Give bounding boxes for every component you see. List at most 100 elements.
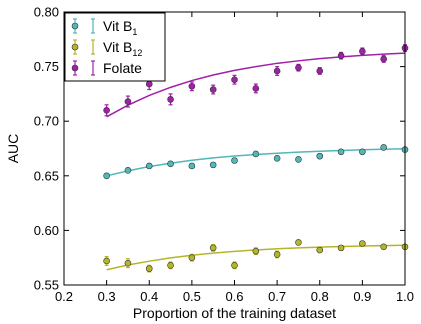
data-point xyxy=(103,172,110,180)
legend-label: Folate xyxy=(103,60,142,76)
data-points xyxy=(103,44,409,273)
data-point xyxy=(380,144,387,151)
data-point xyxy=(295,156,302,163)
marker xyxy=(124,259,132,267)
data-point xyxy=(209,161,217,169)
marker xyxy=(316,246,324,254)
marker xyxy=(359,148,366,156)
data-point xyxy=(209,243,217,252)
marker xyxy=(380,243,387,251)
data-point xyxy=(167,261,174,270)
x-tick-label: 0.3 xyxy=(98,289,116,304)
legend-marker xyxy=(71,64,79,72)
legend-label-name: Vit B xyxy=(103,18,132,34)
x-tick-label: 0.5 xyxy=(183,289,201,304)
marker xyxy=(273,67,281,75)
data-point xyxy=(103,256,110,266)
legend-box xyxy=(64,12,166,82)
marker xyxy=(145,265,153,272)
x-tick-label: 0.2 xyxy=(55,289,73,304)
data-point xyxy=(188,81,196,92)
marker xyxy=(295,64,302,71)
marker xyxy=(252,247,260,255)
x-axis-label: Proportion of the training dataset xyxy=(133,305,336,321)
data-point xyxy=(295,239,302,246)
marker xyxy=(316,152,324,160)
data-point xyxy=(337,51,345,60)
marker xyxy=(295,156,302,163)
x-tick-label: 0.4 xyxy=(140,289,158,304)
y-tick-label: 0.60 xyxy=(34,223,59,238)
data-point xyxy=(124,258,132,269)
x-tick-label: 0.6 xyxy=(225,289,243,304)
y-tick-label: 0.70 xyxy=(34,114,59,129)
legend-entry: Vit B12 xyxy=(71,39,142,58)
data-point xyxy=(252,83,260,94)
marker xyxy=(337,148,345,156)
data-point xyxy=(231,261,238,270)
y-tick-label: 0.55 xyxy=(34,278,59,293)
data-point xyxy=(337,244,345,252)
data-point xyxy=(252,150,260,158)
data-point xyxy=(380,243,387,251)
legend-entry: Vit B1 xyxy=(71,18,137,37)
data-point xyxy=(231,74,238,85)
marker xyxy=(231,262,238,269)
legend-label: Vit B1 xyxy=(103,18,137,37)
y-tick-label: 0.65 xyxy=(34,168,59,183)
data-point xyxy=(337,148,345,156)
fit-line-series-2 xyxy=(106,52,406,118)
x-tick-label: 0.8 xyxy=(311,289,329,304)
marker xyxy=(188,254,196,262)
marker xyxy=(124,98,132,105)
legend-label-name: Folate xyxy=(103,60,142,76)
data-point xyxy=(103,104,110,117)
marker xyxy=(167,262,174,269)
marker xyxy=(316,67,324,75)
legend-label-subscript: 12 xyxy=(132,48,142,58)
data-point xyxy=(273,65,281,76)
marker xyxy=(337,52,345,59)
data-point xyxy=(231,157,238,164)
data-point xyxy=(359,47,366,56)
data-point xyxy=(295,63,302,72)
axes: 0.2 0.3 0.4 0.5 0.6 0.7 0.8 0.9 1.0 0.55 0.60 0.65 0… xyxy=(34,5,414,305)
data-point xyxy=(145,162,153,170)
legend-label: Vit B12 xyxy=(103,39,142,58)
data-point xyxy=(316,152,324,160)
data-point xyxy=(273,155,281,162)
y-tick-label: 0.80 xyxy=(34,5,59,20)
data-point xyxy=(209,84,217,95)
data-point xyxy=(316,246,324,254)
data-point xyxy=(188,162,196,170)
legend-label-subscript: 1 xyxy=(132,27,137,37)
marker xyxy=(337,244,345,252)
data-point xyxy=(145,264,153,273)
legend-label-name: Vit B xyxy=(103,39,132,55)
data-point xyxy=(124,167,132,174)
marker xyxy=(167,160,174,168)
y-tick-label: 0.75 xyxy=(34,59,59,74)
marker xyxy=(103,172,110,180)
y-axis-label: AUC xyxy=(5,134,21,164)
x-tick-label: 1.0 xyxy=(396,289,414,304)
marker xyxy=(103,257,110,265)
marker xyxy=(380,55,387,63)
data-point xyxy=(359,148,366,156)
marker xyxy=(231,157,238,164)
data-point xyxy=(359,240,366,247)
data-point xyxy=(124,95,132,108)
marker xyxy=(209,244,217,252)
marker xyxy=(145,162,153,170)
marker xyxy=(359,48,366,55)
marker xyxy=(380,144,387,151)
x-tick-label: 0.7 xyxy=(268,289,286,304)
data-point xyxy=(167,160,174,168)
legend-marker xyxy=(71,22,79,30)
marker xyxy=(145,80,153,88)
marker xyxy=(188,82,196,90)
marker xyxy=(273,251,281,258)
legend-marker xyxy=(71,43,79,51)
